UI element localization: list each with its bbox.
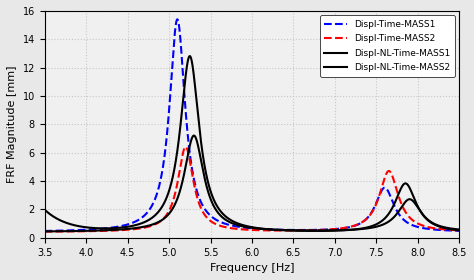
Displ-Time-MASS2: [216, 224, 222, 227]
Displ-NL-Time-MASS2: [423, 216, 429, 220]
Displ-NL-Time-MASS1: [423, 217, 429, 220]
Displ-NL-Time-MASS1: [313, 229, 319, 233]
Displ-NL-Time-MASS1: [456, 229, 462, 232]
Displ-Time-MASS1: [239, 226, 245, 229]
Legend: Displ-Time-MASS1, Displ-Time-MASS2, Displ-NL-Time-MASS1, Displ-NL-Time-MASS2: Displ-Time-MASS1, Displ-Time-MASS2, Disp…: [320, 15, 455, 77]
Y-axis label: FRF Magnitude [mm]: FRF Magnitude [mm]: [7, 66, 17, 183]
Displ-Time-MASS1: [343, 226, 349, 230]
Displ-Time-MASS2: [444, 228, 449, 231]
Displ-NL-Time-MASS1: [187, 54, 192, 58]
Displ-Time-MASS1: [444, 229, 449, 232]
Displ-Time-MASS2: [423, 225, 429, 228]
Displ-NL-Time-MASS2: [42, 230, 47, 233]
Displ-Time-MASS2: [239, 228, 245, 231]
Displ-Time-MASS1: [456, 229, 462, 232]
Line: Displ-Time-MASS2: Displ-Time-MASS2: [45, 147, 459, 232]
Displ-NL-Time-MASS1: [239, 223, 245, 227]
Displ-Time-MASS1: [174, 18, 180, 21]
Displ-NL-Time-MASS2: [456, 228, 462, 231]
Displ-Time-MASS2: [183, 145, 189, 148]
Displ-NL-Time-MASS2: [444, 226, 449, 229]
Displ-NL-Time-MASS1: [343, 228, 349, 232]
Displ-Time-MASS1: [42, 229, 47, 233]
Displ-NL-Time-MASS1: [216, 207, 222, 211]
Displ-Time-MASS1: [423, 227, 429, 230]
Displ-NL-Time-MASS2: [239, 225, 245, 228]
Displ-Time-MASS1: [216, 220, 222, 223]
Displ-NL-Time-MASS1: [219, 211, 225, 215]
Line: Displ-NL-Time-MASS2: Displ-NL-Time-MASS2: [45, 136, 459, 232]
Displ-Time-MASS2: [42, 230, 47, 233]
Displ-Time-MASS1: [219, 221, 225, 224]
X-axis label: Frequency [Hz]: Frequency [Hz]: [210, 263, 294, 273]
Displ-Time-MASS2: [343, 226, 349, 229]
Displ-NL-Time-MASS1: [444, 227, 450, 230]
Displ-NL-Time-MASS2: [343, 228, 349, 232]
Displ-Time-MASS2: [219, 225, 225, 228]
Displ-NL-Time-MASS2: [219, 216, 225, 219]
Displ-NL-Time-MASS1: [42, 208, 47, 211]
Line: Displ-Time-MASS1: Displ-Time-MASS1: [45, 19, 459, 231]
Displ-NL-Time-MASS2: [216, 212, 222, 216]
Displ-NL-Time-MASS2: [191, 134, 197, 137]
Line: Displ-NL-Time-MASS1: Displ-NL-Time-MASS1: [45, 56, 459, 231]
Displ-Time-MASS2: [456, 229, 462, 232]
